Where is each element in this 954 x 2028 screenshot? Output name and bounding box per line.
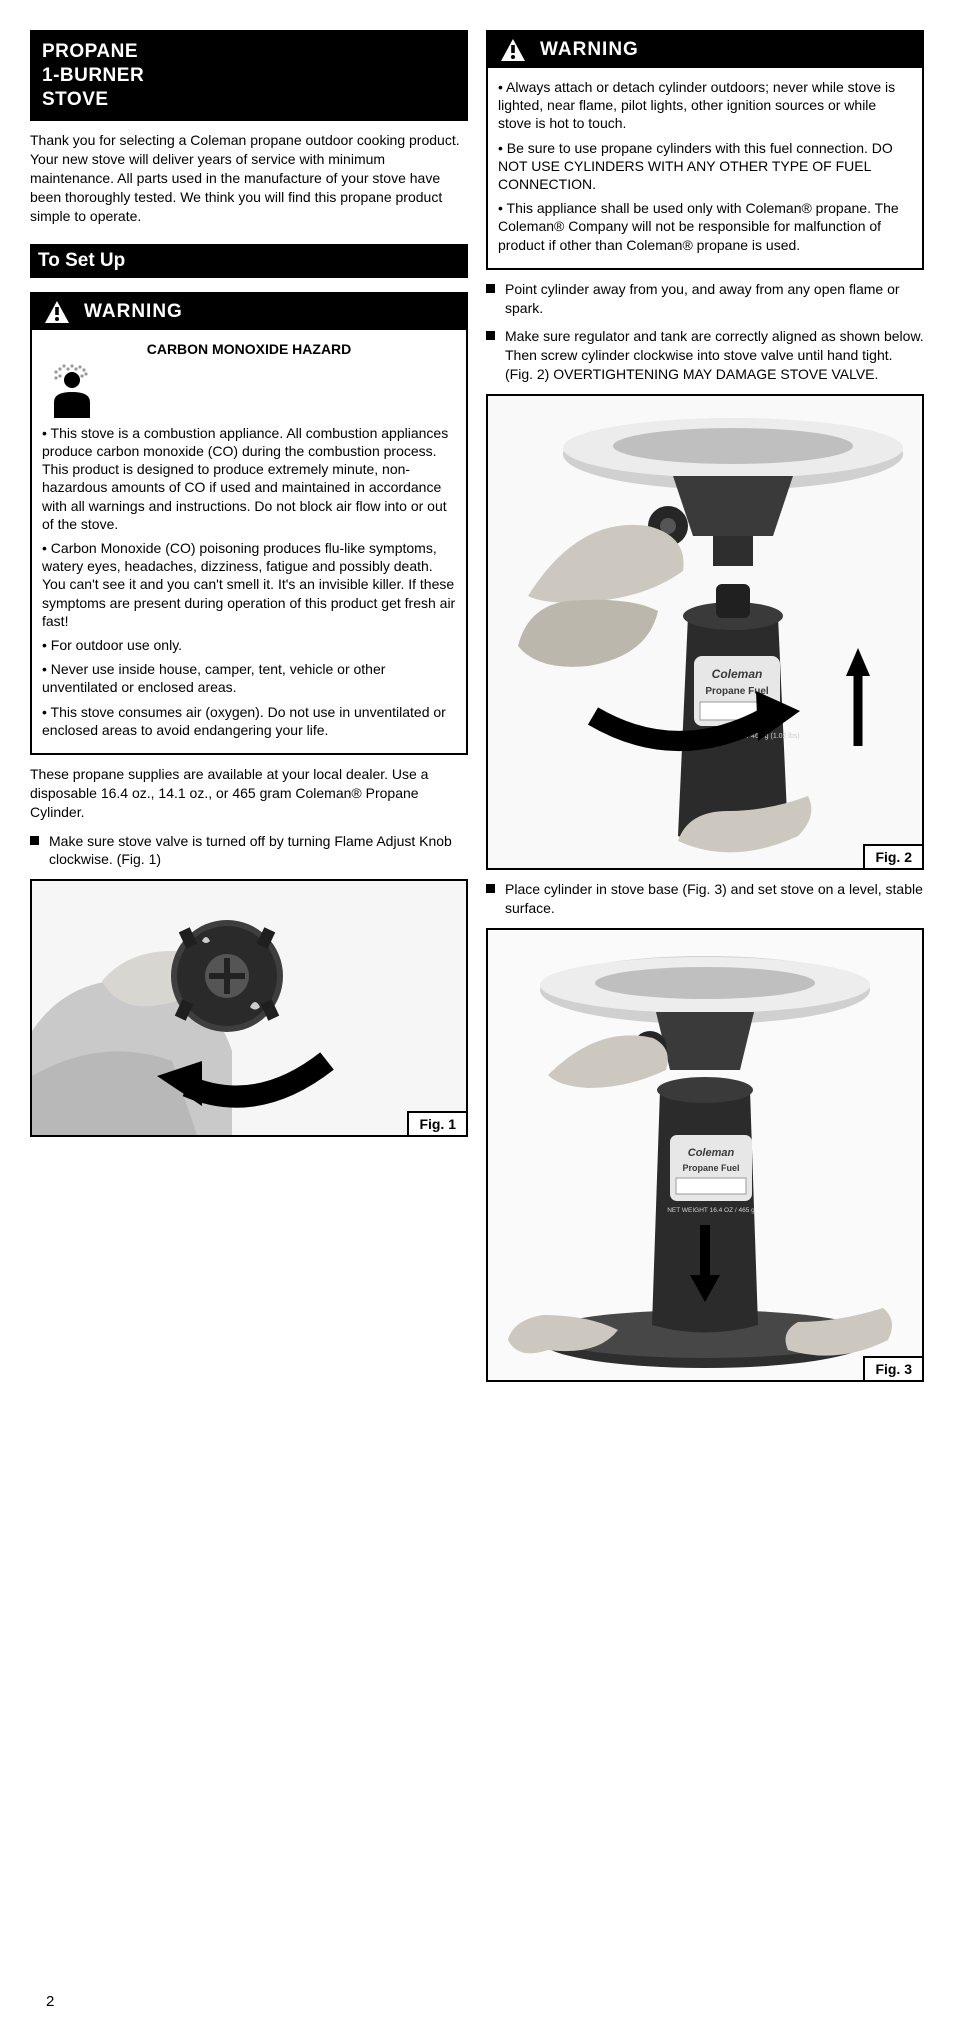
warning-left-line-4: • This stove consumes air (oxygen). Do n… [42, 703, 456, 739]
warning-label-right: WARNING [540, 39, 639, 61]
title-line-2: 1-BURNER [42, 64, 456, 88]
figure-3: Coleman Propane Fuel NET WEIGHT 16.4 OZ … [486, 928, 924, 1382]
title-line-3: STOVE [42, 88, 456, 112]
figure-2: Coleman Propane Fuel NET WEIGHT 16.4 OZ … [486, 394, 924, 870]
bullet-square-icon [486, 331, 495, 340]
bullet-right-2-text: Make sure regulator and tank are correct… [505, 327, 924, 384]
section-bar-setup-label: To Set Up [38, 250, 125, 271]
warning-head-right: WARNING [488, 32, 922, 68]
section-bar-setup: To Set Up [30, 244, 468, 278]
bullet-right-3-text: Place cylinder in stove base (Fig. 3) an… [505, 880, 924, 918]
warning-label-left: WARNING [84, 301, 183, 323]
warning-box-right: WARNING • Always attach or detach cylind… [486, 30, 924, 270]
warning-body-left: CARBON MONOXIDE HAZARD [32, 330, 466, 753]
figure-2-label: Fig. 2 [863, 844, 924, 870]
bullet-right-2: Make sure regulator and tank are correct… [486, 327, 924, 384]
warning-triangle-icon [44, 300, 70, 324]
bullet-right-3: Place cylinder in stove base (Fig. 3) an… [486, 880, 924, 918]
carbon-monoxide-heading: CARBON MONOXIDE HAZARD [42, 340, 456, 358]
warning-right-line-2: • This appliance shall be used only with… [498, 199, 912, 254]
figure-3-illustration: Coleman Propane Fuel NET WEIGHT 16.4 OZ … [488, 930, 922, 1380]
bullet-square-icon [486, 284, 495, 293]
warning-box-left: WARNING CARBON MONOXIDE HAZARD [30, 292, 468, 755]
svg-text:Propane Fuel: Propane Fuel [682, 1163, 739, 1173]
figure-1: Fig. 1 [30, 879, 468, 1137]
bullet-left-1: Make sure stove valve is turned off by t… [30, 832, 468, 870]
page-number: 2 [46, 1993, 54, 2010]
svg-text:Coleman: Coleman [688, 1147, 735, 1159]
bullet-right-1-text: Point cylinder away from you, and away f… [505, 280, 924, 318]
para-propane-supplies: These propane supplies are available at … [30, 765, 468, 822]
warning-right-line-1: • Be sure to use propane cylinders with … [498, 139, 912, 194]
warning-body-right: • Always attach or detach cylinder outdo… [488, 68, 922, 268]
bullet-right-1: Point cylinder away from you, and away f… [486, 280, 924, 318]
figure-1-illustration [32, 881, 466, 1135]
figure-1-label: Fig. 1 [407, 1111, 468, 1137]
bullet-square-icon [30, 836, 39, 845]
thankyou-paragraph: Thank you for selecting a Coleman propan… [30, 131, 468, 225]
bullet-left-1-text: Make sure stove valve is turned off by t… [49, 832, 468, 870]
svg-text:NET WEIGHT 16.4 OZ / 465 g: NET WEIGHT 16.4 OZ / 465 g [667, 1207, 755, 1214]
warning-left-line-3: • Never use inside house, camper, tent, … [42, 660, 456, 696]
bullet-square-icon [486, 884, 495, 893]
warning-head-left: WARNING [32, 294, 466, 330]
warning-left-line-0: • This stove is a combustion appliance. … [42, 424, 456, 533]
warning-triangle-icon [500, 38, 526, 62]
title-box: PROPANE 1-BURNER STOVE [30, 30, 468, 121]
person-hazard-icon [42, 362, 456, 418]
title-line-1: PROPANE [42, 40, 456, 64]
figure-3-label: Fig. 3 [863, 1356, 924, 1382]
warning-right-line-0: • Always attach or detach cylinder outdo… [498, 78, 912, 133]
figure-2-illustration: Coleman Propane Fuel NET WEIGHT 16.4 OZ … [488, 396, 922, 868]
warning-left-line-1: • Carbon Monoxide (CO) poisoning produce… [42, 539, 456, 630]
warning-left-line-2: • For outdoor use only. [42, 636, 456, 654]
svg-text:Coleman: Coleman [712, 667, 763, 681]
